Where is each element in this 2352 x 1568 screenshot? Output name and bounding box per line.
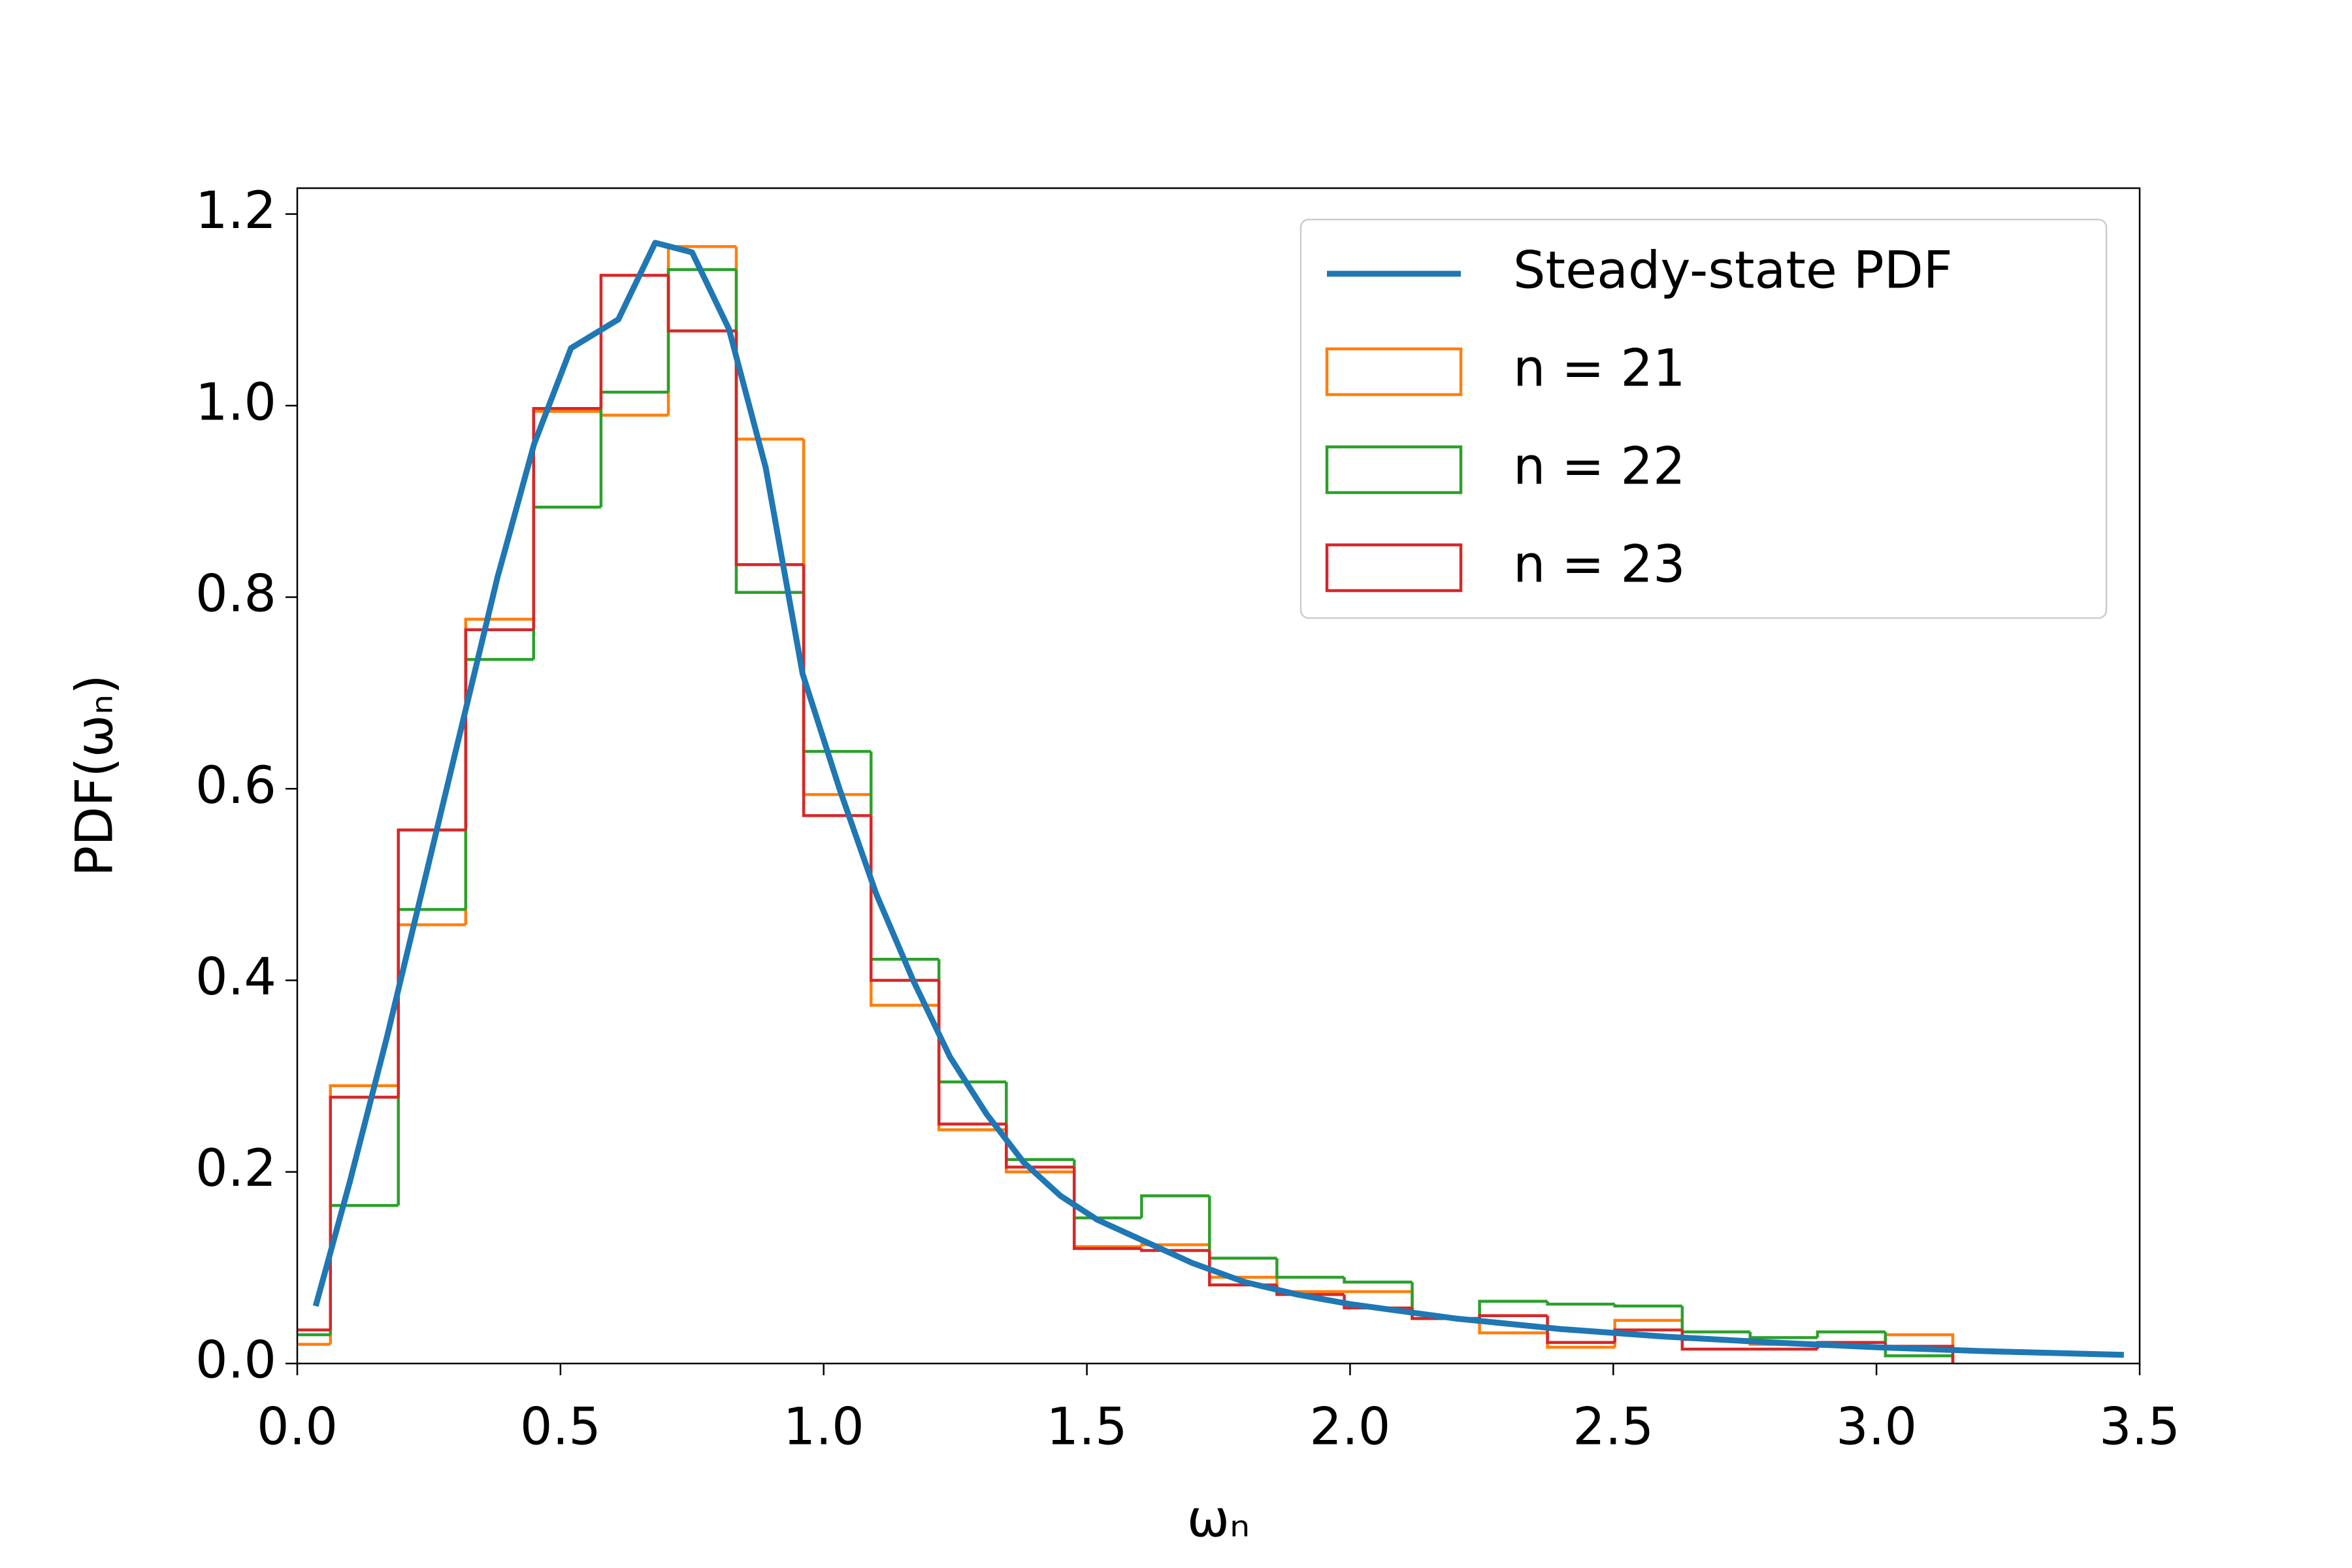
legend-label: Steady-state PDF (1513, 241, 1953, 300)
histogram-step (532, 406, 601, 630)
x-tick-label: 0.0 (257, 1397, 338, 1456)
y-tick-label: 1.0 (195, 373, 276, 432)
histogram-step (1140, 1243, 1210, 1247)
y-tick-label: 1.2 (195, 182, 276, 240)
legend-patch (1325, 543, 1463, 593)
x-tick-label: 1.0 (783, 1397, 864, 1456)
pdf-line (312, 240, 2124, 1358)
histogram-step (297, 1333, 331, 1337)
histogram-step (532, 505, 601, 660)
histogram-step (1613, 1304, 1682, 1308)
x-tick-label: 2.0 (1309, 1397, 1390, 1456)
legend-patch (1325, 347, 1463, 397)
histogram-step (1816, 1330, 1886, 1338)
histogram-step (1343, 1277, 1413, 1284)
histogram-step (734, 269, 804, 594)
y-tick-label: 0.4 (195, 948, 276, 1007)
y-tick-label: 0.8 (195, 565, 276, 624)
legend-label: n = 23 (1513, 535, 1686, 594)
histogram-step (1208, 1196, 1277, 1260)
histogram-step (532, 410, 601, 619)
histogram-step (734, 246, 804, 441)
histogram-step (1613, 1328, 1682, 1343)
histogram-step (599, 274, 669, 409)
histogram-step (397, 828, 466, 1098)
histogram-step (1140, 1249, 1210, 1252)
legend-box (1299, 218, 2108, 619)
legend-label: n = 22 (1513, 437, 1686, 496)
histogram-step (1140, 1194, 1210, 1218)
y-tick-label: 0.2 (195, 1139, 276, 1198)
plot-frame (296, 187, 2141, 1365)
histogram-step (1546, 1301, 1615, 1306)
histogram-step (599, 391, 669, 508)
histogram-step (937, 1005, 1007, 1132)
histogram-step (666, 268, 736, 393)
histogram-step (937, 959, 1007, 1084)
histogram-step (666, 275, 736, 333)
histogram-step (734, 331, 804, 566)
legend-label: n = 21 (1513, 339, 1686, 398)
histogram-step (869, 751, 939, 961)
x-tick-label: 1.5 (1047, 1397, 1128, 1456)
x-tick-label: 2.5 (1573, 1397, 1654, 1456)
histogram-step (599, 411, 669, 417)
histogram-step (297, 1328, 331, 1331)
histogram-step (1748, 1331, 1818, 1339)
x-axis-label: ωₙ (1187, 1490, 1250, 1548)
y-tick-label: 0.0 (195, 1331, 276, 1390)
y-axis-label: PDF(ωₙ) (65, 674, 124, 876)
histogram-step (1680, 1306, 1750, 1333)
histogram-step (1478, 1299, 1548, 1319)
histogram-step (1546, 1315, 1615, 1344)
histogram-step (297, 1343, 331, 1346)
histogram-step (464, 628, 534, 830)
x-tick-label: 3.5 (2099, 1397, 2180, 1456)
histogram-step (464, 658, 534, 910)
histogram-step (1005, 1081, 1075, 1161)
histogram-step (1275, 1258, 1345, 1279)
histogram-step (802, 439, 872, 796)
y-tick-label: 0.6 (195, 757, 276, 815)
histogram-step (802, 592, 872, 753)
histogram-step (1072, 1167, 1142, 1250)
x-tick-label: 0.5 (520, 1397, 601, 1456)
x-tick-label: 3.0 (1836, 1397, 1917, 1456)
legend-patch (1325, 445, 1463, 495)
histogram-step (1478, 1314, 1548, 1319)
plot-area (297, 240, 2124, 1364)
